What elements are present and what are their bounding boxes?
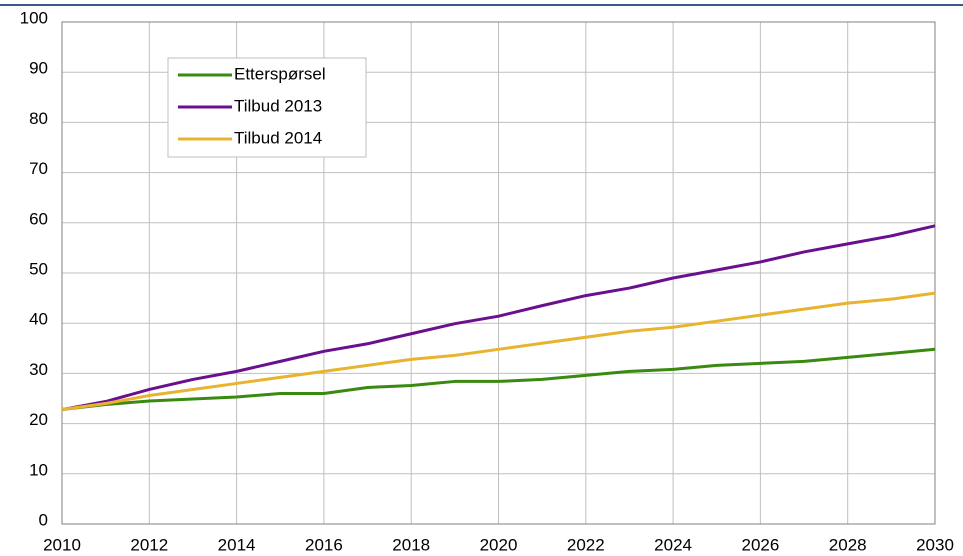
x-tick-label: 2022 bbox=[567, 535, 605, 554]
y-tick-label: 40 bbox=[29, 310, 48, 329]
x-tick-label: 2028 bbox=[829, 535, 867, 554]
y-tick-label: 80 bbox=[29, 109, 48, 128]
plot-frame bbox=[61, 21, 936, 525]
x-tick-label: 2024 bbox=[654, 535, 692, 554]
legend-label: Etterspørsel bbox=[234, 64, 326, 83]
x-tick-label: 2016 bbox=[305, 535, 343, 554]
x-tick-label: 2014 bbox=[218, 535, 256, 554]
y-tick-label: 100 bbox=[20, 8, 48, 27]
x-tick-label: 2012 bbox=[130, 535, 168, 554]
y-tick-label: 90 bbox=[29, 59, 48, 78]
y-tick-label: 20 bbox=[29, 410, 48, 429]
y-tick-label: 30 bbox=[29, 360, 48, 379]
legend-label: Tilbud 2014 bbox=[234, 128, 322, 147]
y-tick-label: 60 bbox=[29, 209, 48, 228]
x-tick-label: 2018 bbox=[392, 535, 430, 554]
y-tick-label: 50 bbox=[29, 259, 48, 278]
legend-label: Tilbud 2013 bbox=[234, 96, 322, 115]
y-tick-label: 0 bbox=[39, 510, 48, 529]
y-tick-label: 70 bbox=[29, 159, 48, 178]
x-tick-label: 2020 bbox=[480, 535, 518, 554]
series-line bbox=[61, 224, 936, 412]
series-line bbox=[61, 347, 936, 412]
x-tick-label: 2010 bbox=[43, 535, 81, 554]
x-tick-label: 2026 bbox=[741, 535, 779, 554]
series-line bbox=[61, 291, 936, 412]
x-tick-label: 2030 bbox=[916, 535, 954, 554]
y-tick-label: 10 bbox=[29, 460, 48, 479]
